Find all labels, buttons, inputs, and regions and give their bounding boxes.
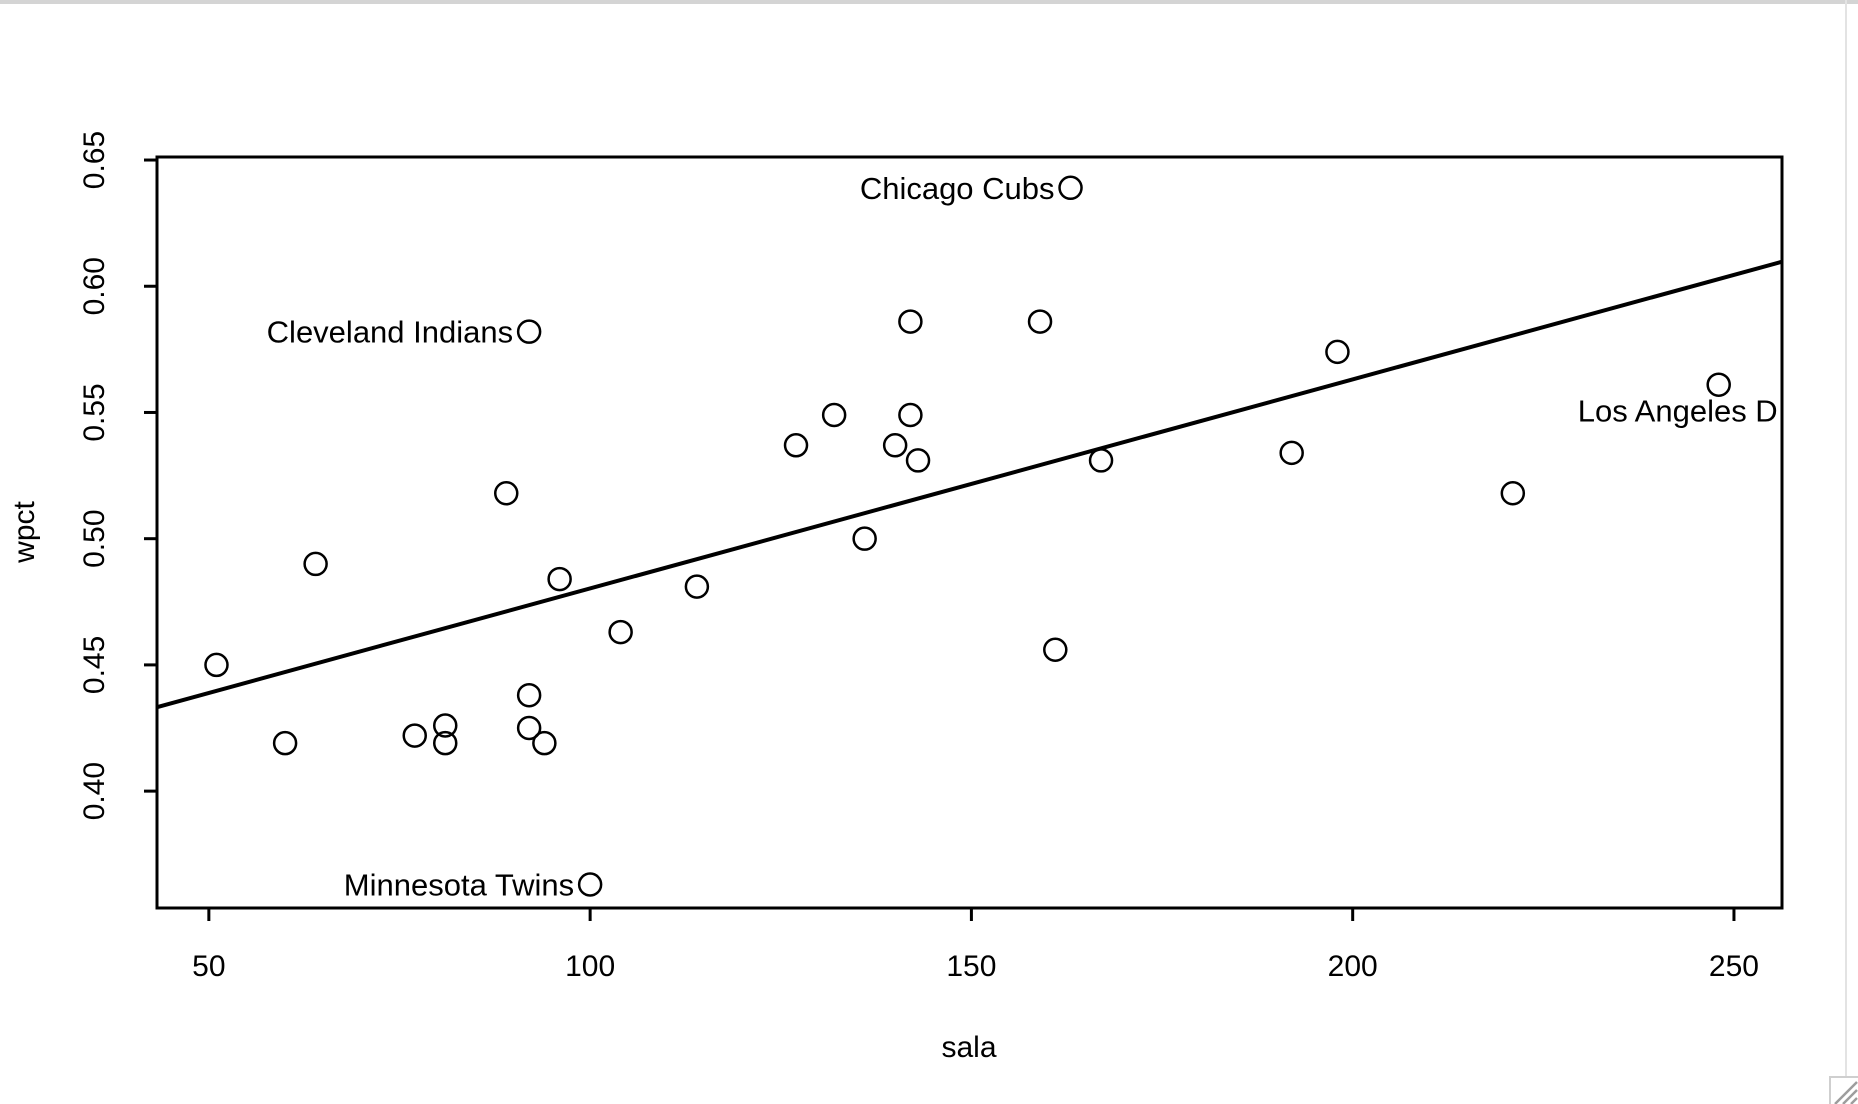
data-point <box>432 713 458 738</box>
y-axis-tick-label: 0.65 <box>78 131 111 189</box>
data-points-layer <box>204 175 1731 897</box>
axis-ticks-layer <box>144 158 1736 921</box>
data-point <box>516 715 542 741</box>
regression-line <box>156 259 1783 710</box>
data-point <box>821 402 847 428</box>
data-point <box>532 730 557 756</box>
data-point <box>516 319 542 344</box>
regression-line-layer <box>156 259 1783 710</box>
point-label: Los Angeles D <box>1578 394 1778 429</box>
data-point <box>898 402 923 428</box>
point-label: Minnesota Twins <box>344 868 574 903</box>
data-point <box>432 730 458 756</box>
y-axis-tick-label: 0.55 <box>78 383 111 441</box>
window-right-edge <box>1845 0 1847 1104</box>
tick-labels-layer: 50 100 150 200 250 0.40 0.45 0.50 0.55 0.60 0.65 <box>78 131 1759 983</box>
plot-box-layer <box>155 155 1784 910</box>
data-point <box>684 574 710 599</box>
data-point <box>1088 448 1114 473</box>
data-point <box>882 433 908 458</box>
grip-hatch-line <box>1850 1097 1858 1104</box>
y-axis-tick-label: 0.40 <box>78 762 111 820</box>
data-point <box>1043 637 1068 663</box>
data-point <box>905 448 931 473</box>
point-label: Chicago Cubs <box>860 171 1055 206</box>
data-point <box>783 433 809 458</box>
data-point <box>898 309 923 334</box>
data-point <box>608 619 633 645</box>
y-axis-tick-label: 0.50 <box>78 509 111 567</box>
x-axis-tick-label: 250 <box>1709 950 1759 983</box>
x-axis-tick-label: 100 <box>565 950 615 983</box>
plot-box <box>155 155 1784 910</box>
x-axis-tick-label: 150 <box>946 950 996 983</box>
x-axis-tick-label: 200 <box>1328 950 1378 983</box>
window-resize-grip[interactable] <box>1829 1076 1858 1104</box>
resize-grip-icon <box>1834 1081 1858 1104</box>
point-label: Cleveland Indians <box>267 315 513 350</box>
data-point <box>547 566 572 592</box>
data-point <box>516 682 542 708</box>
data-point <box>1058 175 1083 201</box>
data-point <box>1706 372 1731 397</box>
data-point <box>1325 339 1350 365</box>
grip-hatch-line <box>1842 1089 1858 1104</box>
grip-hatch-line <box>1834 1081 1858 1104</box>
data-point <box>1027 309 1053 334</box>
data-point <box>402 723 427 748</box>
data-point <box>852 526 877 551</box>
data-point <box>204 652 229 678</box>
data-point <box>303 551 328 577</box>
x-axis-tick-label: 50 <box>192 950 225 983</box>
data-point <box>1500 480 1526 506</box>
data-point <box>493 480 519 506</box>
y-axis-tick-label: 0.45 <box>78 636 111 694</box>
point-labels-layer: Cleveland Indians Minnesota Twins Chicago … <box>267 171 1778 903</box>
x-axis-title: sala <box>941 1031 996 1064</box>
y-axis-title: wpct <box>8 500 41 563</box>
data-point <box>1279 440 1304 466</box>
data-point <box>272 730 298 756</box>
y-axis-tick-label: 0.60 <box>78 257 111 315</box>
data-point <box>577 872 603 897</box>
window-top-edge <box>0 0 1858 4</box>
